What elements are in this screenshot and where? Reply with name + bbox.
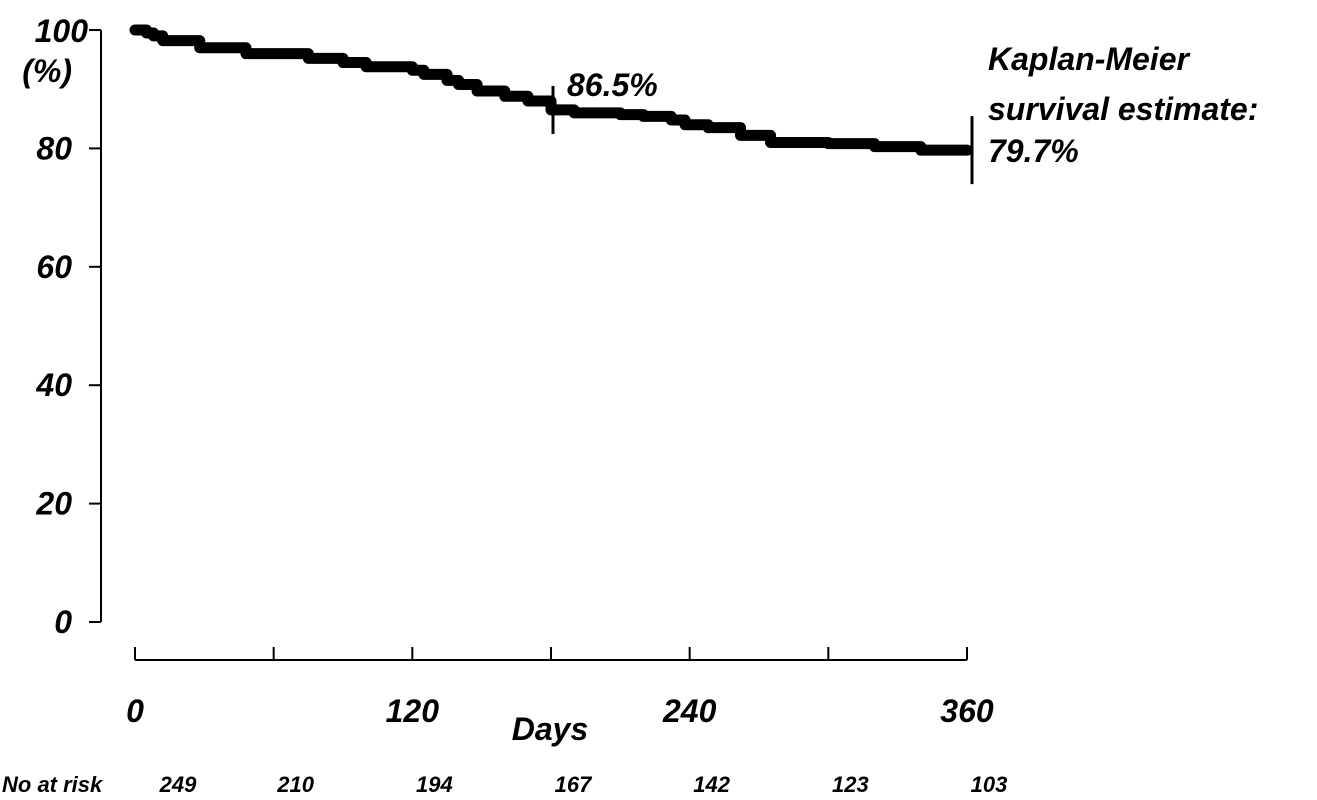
x-axis-title: Days <box>512 711 589 747</box>
annotation-86-5: 86.5% <box>567 67 658 103</box>
survival-curve <box>129 24 973 156</box>
x-tick-label: 360 <box>940 693 994 729</box>
at-risk-value: 103 <box>971 772 1008 797</box>
y-tick-label-100: 100 <box>35 13 89 49</box>
y-tick-label: 60 <box>36 249 72 285</box>
at-risk-value: 249 <box>159 772 197 797</box>
y-tick-label: 40 <box>35 367 72 403</box>
y-tick-label: 20 <box>35 486 72 522</box>
x-axis-ticks: 0 120 240 360 <box>126 647 994 729</box>
at-risk-label: No at risk <box>2 772 104 797</box>
at-risk-value: 142 <box>693 772 730 797</box>
km-label-line3: 79.7% <box>988 133 1079 169</box>
at-risk-values: 249 210 194 167 142 123 103 <box>159 772 1008 797</box>
at-risk-value: 210 <box>276 772 314 797</box>
x-tick-label: 240 <box>662 693 717 729</box>
y-axis-ticks: 0 20 40 60 80 <box>35 29 101 640</box>
x-tick-label: 0 <box>126 693 144 729</box>
at-risk-value: 123 <box>832 772 869 797</box>
km-label-line2: survival estimate: <box>988 91 1258 127</box>
y-tick-label: 80 <box>36 130 72 166</box>
y-axis-unit: (%) <box>22 53 72 89</box>
at-risk-value: 167 <box>555 772 593 797</box>
y-tick-label: 0 <box>54 604 72 640</box>
x-tick-label: 120 <box>386 693 440 729</box>
km-label-line1: Kaplan-Meier <box>988 41 1190 77</box>
at-risk-value: 194 <box>416 772 453 797</box>
